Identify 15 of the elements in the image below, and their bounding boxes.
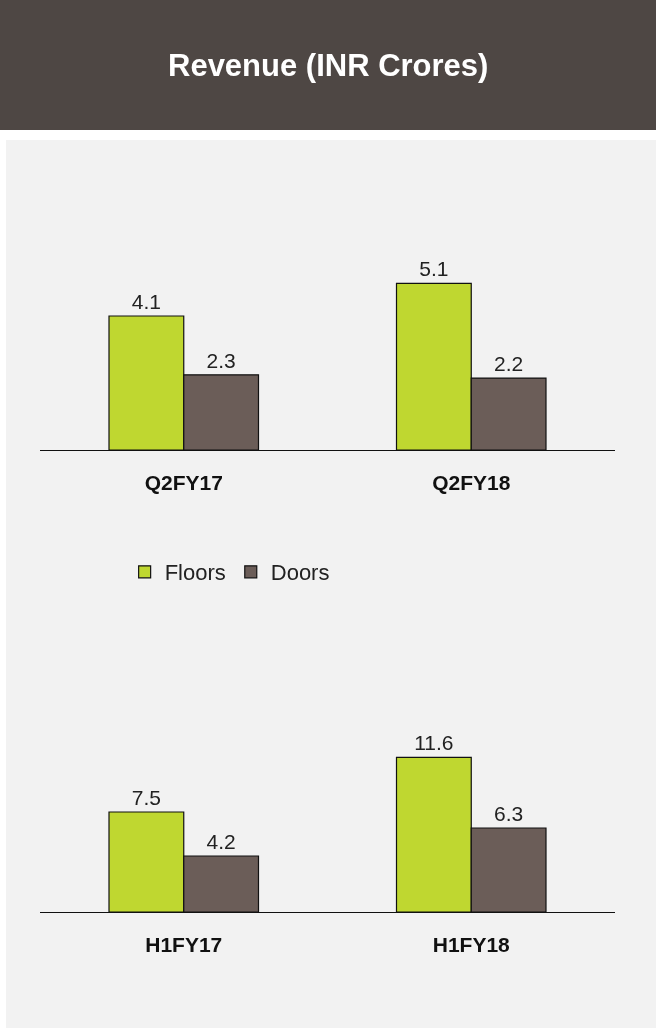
data-label: 7.5 — [131, 786, 161, 809]
legend-label: Doors — [270, 560, 330, 586]
data-label: 4.1 — [131, 290, 161, 314]
data-label: 2.3 — [206, 348, 236, 372]
data-label: 4.2 — [206, 830, 236, 853]
x-tick-label: H1FY18 — [432, 933, 511, 957]
data-label: 11.6 — [414, 731, 454, 755]
x-tick-label: H1FY17 — [145, 933, 223, 957]
chart-title: Revenue (INR Crores) — [168, 48, 489, 83]
x-tick-label: Q2FY18 — [432, 471, 511, 495]
data-label: 5.1 — [419, 257, 449, 281]
x-tick-label: Q2FY17 — [144, 471, 223, 495]
data-label: 2.2 — [494, 352, 524, 376]
data-label: 6.3 — [494, 802, 524, 825]
legend-label: Floors — [164, 560, 226, 586]
